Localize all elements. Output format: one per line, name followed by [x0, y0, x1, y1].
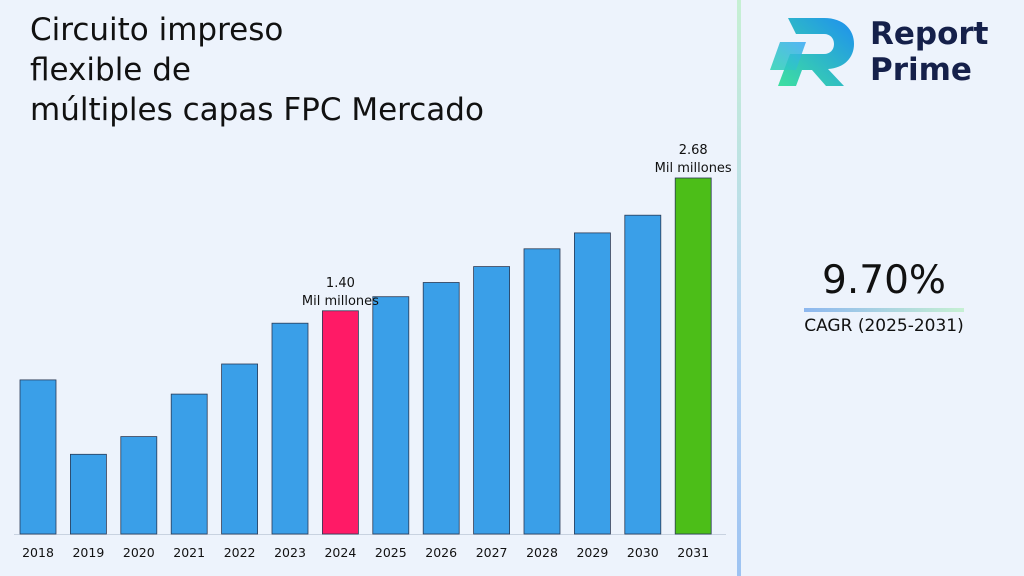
bar-2031 — [674, 177, 712, 535]
title-line-3: múltiples capas FPC Mercado — [30, 92, 484, 128]
logo-text-prime: Prime — [870, 52, 972, 88]
x-tick-label-2027: 2027 — [476, 545, 508, 560]
data-label-unit-2024: Mil millones — [302, 294, 379, 309]
x-tick-label-2023: 2023 — [274, 545, 306, 560]
report-prime-logo: Report Prime — [766, 14, 1006, 90]
bar-2029 — [574, 232, 611, 535]
bar-2026 — [422, 282, 460, 535]
bar-2025 — [372, 296, 410, 535]
bar-2022 — [221, 363, 259, 535]
x-tick-label-2025: 2025 — [375, 545, 407, 560]
x-tick-label-2019: 2019 — [72, 545, 104, 560]
title-line-2: flexible de — [30, 52, 191, 88]
title-line-1: Circuito impreso — [30, 12, 284, 48]
x-tick-label-2029: 2029 — [576, 545, 608, 560]
logo-wordmark: Report Prime — [870, 16, 989, 88]
bar-2019 — [70, 453, 107, 535]
report-prime-logo-icon — [770, 18, 854, 86]
x-tick-label-2024: 2024 — [324, 545, 356, 560]
bar-chart: 2018 2019 2020 2021 2022 2023 2024 2025 2026 2027… — [14, 143, 732, 560]
logo-text-report: Report — [870, 16, 989, 52]
chart-title: Circuito impreso flexible de múltiples c… — [30, 10, 590, 130]
x-tick-label-2018: 2018 — [22, 545, 54, 560]
x-tick-label-2020: 2020 — [123, 545, 155, 560]
x-tick-label-2030: 2030 — [627, 545, 659, 560]
bar-2021 — [170, 393, 208, 535]
bar-2023 — [271, 322, 309, 535]
cagr-underline — [804, 308, 964, 312]
x-tick-label-2031: 2031 — [677, 545, 709, 560]
x-tick-label-2022: 2022 — [224, 545, 256, 560]
x-tick-label-2026: 2026 — [425, 545, 457, 560]
bar-2024 — [321, 310, 359, 535]
x-tick-label-2028: 2028 — [526, 545, 558, 560]
data-label-unit-2031: Mil millones — [655, 161, 732, 176]
x-tick-label-2021: 2021 — [173, 545, 205, 560]
bar-2028 — [523, 248, 561, 535]
bar-2030 — [624, 214, 662, 535]
data-label-value-2031: 2.68 — [679, 143, 708, 158]
data-label-value-2024: 1.40 — [326, 276, 355, 291]
bar-2018 — [19, 379, 57, 535]
bar-2027 — [473, 266, 511, 535]
cagr-label: CAGR (2025-2031) — [804, 316, 964, 336]
panel-divider — [737, 0, 741, 576]
cagr-value: 9.70% — [822, 258, 946, 303]
bar-2020 — [120, 436, 158, 535]
